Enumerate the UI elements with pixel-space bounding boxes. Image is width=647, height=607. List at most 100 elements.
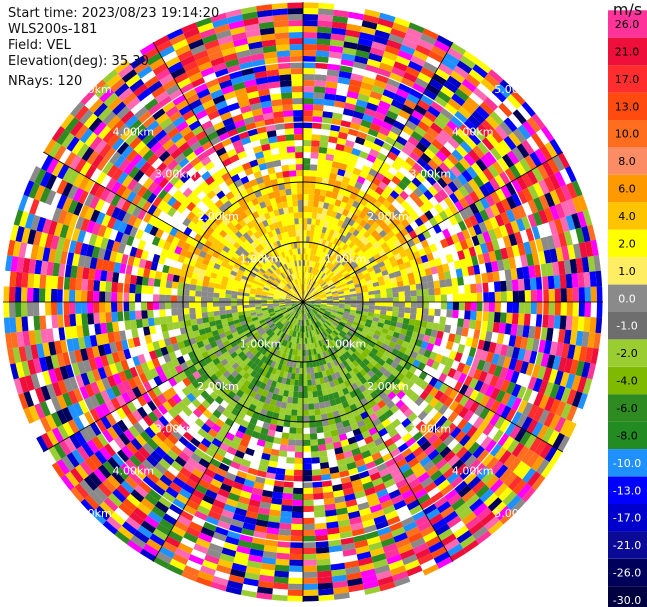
range-gate	[464, 136, 477, 150]
range-gate	[337, 255, 344, 262]
range-gate	[361, 256, 369, 263]
range-gate	[306, 278, 310, 285]
range-gate	[453, 334, 462, 344]
range-gate	[342, 312, 350, 317]
range-gate	[325, 328, 332, 335]
range-gate	[348, 178, 357, 187]
range-gate	[320, 318, 326, 324]
range-gate	[364, 159, 374, 169]
range-gate	[171, 288, 178, 296]
range-gate	[516, 143, 530, 159]
range-gate	[356, 326, 364, 332]
range-gate	[308, 260, 312, 267]
range-gate	[303, 1, 319, 9]
range-gate	[440, 339, 448, 349]
range-gate	[336, 137, 347, 146]
range-gate	[287, 445, 296, 452]
range-gate	[407, 412, 418, 423]
range-gate	[405, 379, 415, 389]
range-gate	[288, 433, 297, 440]
range-gate	[451, 459, 465, 472]
range-gate	[440, 483, 454, 497]
range-gate	[428, 295, 435, 302]
range-gate	[350, 302, 357, 305]
range-gate	[522, 266, 530, 279]
range-gate	[335, 261, 342, 269]
range-gate	[374, 29, 391, 40]
range-gate	[135, 284, 142, 294]
range-gate	[314, 303, 321, 305]
range-gate	[391, 369, 401, 378]
range-gate	[357, 37, 373, 47]
range-gate	[303, 61, 316, 69]
range-gate	[324, 253, 330, 261]
range-gate	[171, 302, 178, 309]
range-gate	[312, 291, 319, 296]
range-gate	[272, 588, 288, 596]
range-gate	[445, 253, 454, 264]
range-gate	[273, 576, 289, 584]
range-gate	[303, 361, 307, 368]
range-gate	[314, 299, 321, 301]
range-gate	[318, 2, 335, 10]
range-gate	[366, 362, 375, 370]
range-gate	[482, 422, 495, 436]
range-gate	[306, 306, 311, 313]
range-gate	[360, 26, 376, 36]
range-gate	[331, 191, 339, 200]
range-gate	[33, 302, 40, 317]
range-gate	[318, 238, 324, 245]
range-gate	[413, 270, 421, 279]
range-gate	[306, 230, 311, 237]
range-gate	[363, 139, 374, 149]
range-gate	[566, 302, 573, 317]
range-gate	[560, 387, 572, 404]
range-gate	[499, 509, 516, 525]
range-gate	[406, 93, 420, 105]
range-gate	[351, 116, 363, 126]
range-gate	[310, 311, 315, 317]
range-gate	[385, 334, 393, 341]
radar-rays	[2, 1, 604, 603]
range-gate	[362, 302, 369, 306]
range-gate	[438, 430, 451, 442]
range-gate	[308, 298, 315, 301]
range-gate	[243, 302, 250, 306]
range-gate	[343, 216, 351, 225]
range-gate	[355, 371, 364, 380]
range-gate	[303, 427, 310, 434]
range-gate	[342, 229, 349, 237]
range-gate	[397, 180, 408, 191]
range-gate	[475, 432, 488, 446]
range-gate	[522, 467, 536, 484]
range-gate	[326, 234, 333, 242]
range-gate	[462, 345, 472, 356]
range-gate	[386, 310, 393, 317]
range-gate	[465, 257, 474, 268]
range-gate	[427, 227, 437, 237]
range-gate	[531, 455, 545, 472]
range-gate	[425, 56, 441, 69]
range-gate	[482, 361, 492, 373]
range-gate	[522, 325, 530, 338]
range-gate	[441, 57, 457, 71]
range-gate	[448, 350, 458, 361]
range-gate	[325, 320, 331, 327]
range-gate	[388, 428, 399, 438]
range-gate	[306, 272, 310, 279]
range-gate	[415, 242, 424, 251]
range-gate	[360, 317, 367, 323]
range-gate	[341, 151, 352, 160]
range-gate	[468, 458, 482, 472]
range-gate	[427, 281, 435, 289]
range-gate	[358, 125, 370, 134]
range-gate	[318, 278, 324, 285]
range-gate	[308, 194, 315, 201]
range-gate	[533, 392, 544, 407]
range-gate	[395, 55, 411, 67]
range-gate	[316, 321, 321, 328]
range-gate	[426, 83, 441, 96]
range-gate	[303, 44, 317, 51]
range-gate	[456, 530, 473, 544]
range-gate	[552, 155, 565, 172]
